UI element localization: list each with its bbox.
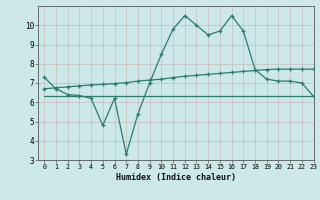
X-axis label: Humidex (Indice chaleur): Humidex (Indice chaleur) — [116, 173, 236, 182]
